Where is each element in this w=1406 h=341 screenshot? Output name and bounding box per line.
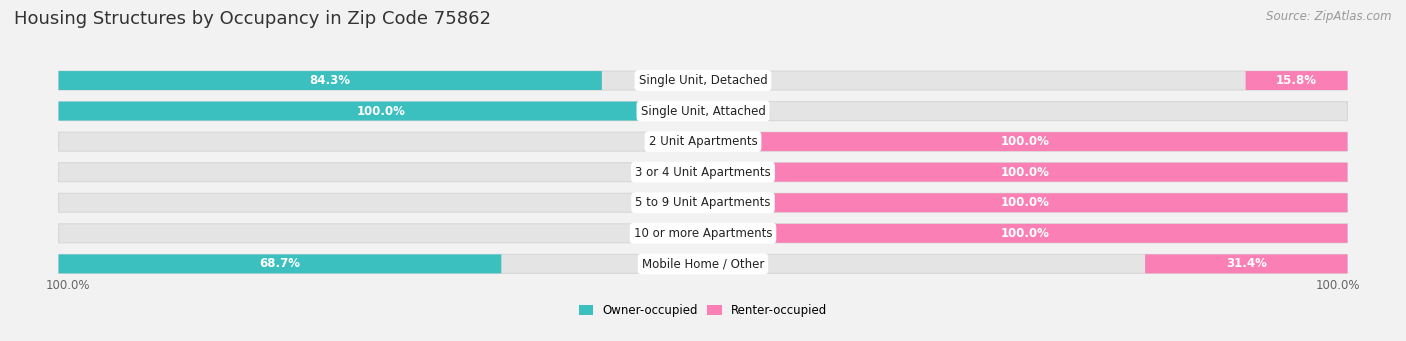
Text: 100.0%: 100.0% bbox=[1001, 166, 1050, 179]
Text: Housing Structures by Occupancy in Zip Code 75862: Housing Structures by Occupancy in Zip C… bbox=[14, 10, 491, 28]
FancyBboxPatch shape bbox=[59, 254, 1347, 273]
Text: 0.0%: 0.0% bbox=[661, 227, 690, 240]
Text: 100.0%: 100.0% bbox=[1316, 279, 1361, 292]
FancyBboxPatch shape bbox=[703, 163, 1347, 182]
Text: 2 Unit Apartments: 2 Unit Apartments bbox=[648, 135, 758, 148]
Text: 68.7%: 68.7% bbox=[260, 257, 301, 270]
Text: Single Unit, Attached: Single Unit, Attached bbox=[641, 105, 765, 118]
FancyBboxPatch shape bbox=[1246, 71, 1347, 90]
Text: 100.0%: 100.0% bbox=[1001, 135, 1050, 148]
Text: 100.0%: 100.0% bbox=[1001, 196, 1050, 209]
Text: Mobile Home / Other: Mobile Home / Other bbox=[641, 257, 765, 270]
Text: 0.0%: 0.0% bbox=[716, 105, 745, 118]
Text: 10 or more Apartments: 10 or more Apartments bbox=[634, 227, 772, 240]
FancyBboxPatch shape bbox=[703, 224, 1347, 243]
Text: 15.8%: 15.8% bbox=[1277, 74, 1317, 87]
Text: 0.0%: 0.0% bbox=[661, 166, 690, 179]
FancyBboxPatch shape bbox=[1144, 254, 1347, 273]
FancyBboxPatch shape bbox=[59, 224, 1347, 243]
FancyBboxPatch shape bbox=[703, 193, 1347, 212]
Text: 3 or 4 Unit Apartments: 3 or 4 Unit Apartments bbox=[636, 166, 770, 179]
FancyBboxPatch shape bbox=[59, 102, 1347, 121]
Text: 5 to 9 Unit Apartments: 5 to 9 Unit Apartments bbox=[636, 196, 770, 209]
FancyBboxPatch shape bbox=[59, 193, 1347, 212]
FancyBboxPatch shape bbox=[59, 71, 602, 90]
Text: 0.0%: 0.0% bbox=[661, 196, 690, 209]
Text: 31.4%: 31.4% bbox=[1226, 257, 1267, 270]
Legend: Owner-occupied, Renter-occupied: Owner-occupied, Renter-occupied bbox=[574, 299, 832, 322]
Text: 84.3%: 84.3% bbox=[309, 74, 350, 87]
FancyBboxPatch shape bbox=[59, 71, 1347, 90]
FancyBboxPatch shape bbox=[59, 132, 1347, 151]
FancyBboxPatch shape bbox=[59, 163, 1347, 182]
FancyBboxPatch shape bbox=[703, 132, 1347, 151]
Text: Single Unit, Detached: Single Unit, Detached bbox=[638, 74, 768, 87]
FancyBboxPatch shape bbox=[59, 254, 502, 273]
Text: 100.0%: 100.0% bbox=[356, 105, 405, 118]
Text: 100.0%: 100.0% bbox=[1001, 227, 1050, 240]
Text: 0.0%: 0.0% bbox=[661, 135, 690, 148]
Text: Source: ZipAtlas.com: Source: ZipAtlas.com bbox=[1267, 10, 1392, 23]
FancyBboxPatch shape bbox=[59, 102, 703, 121]
Text: 100.0%: 100.0% bbox=[45, 279, 90, 292]
